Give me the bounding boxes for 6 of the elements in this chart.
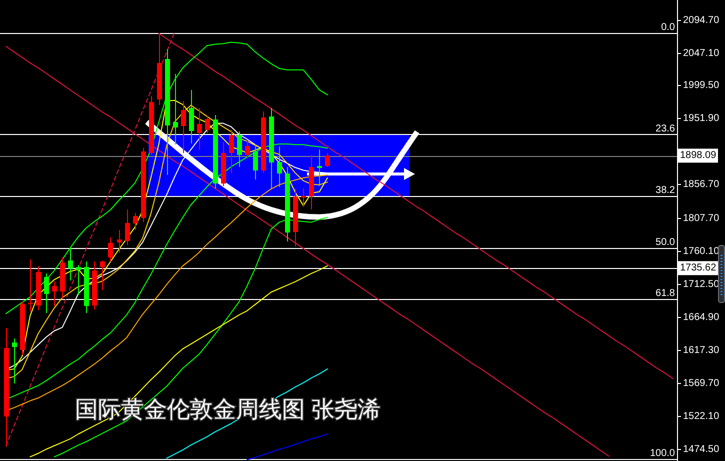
annotation: 61.8 [656,288,675,300]
annotation: 38.2 [656,184,675,196]
annotation: 23.6 [656,123,675,134]
annotation: 100.0 [650,448,675,459]
annotation: 50.0 [656,236,675,248]
annotation: 0.0 [661,22,675,34]
